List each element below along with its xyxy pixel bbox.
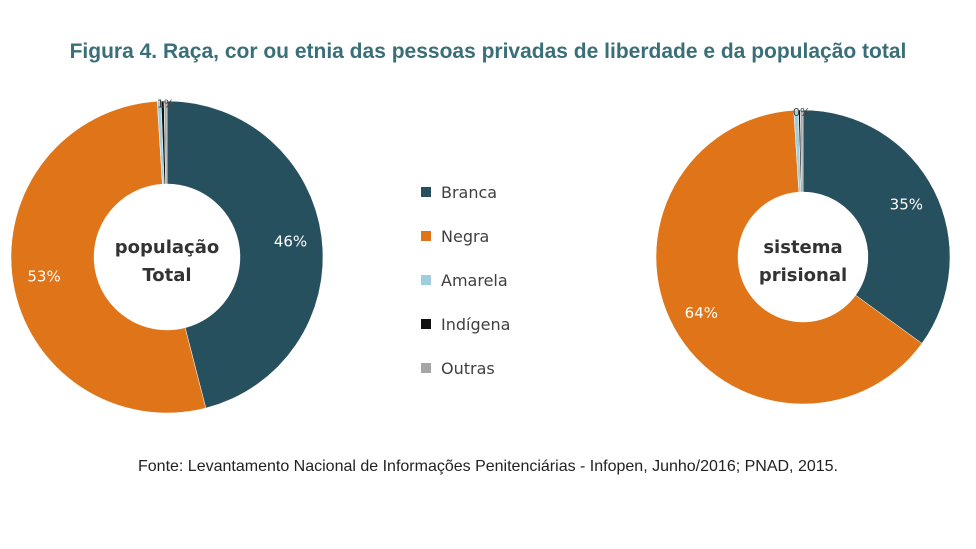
slice-value-label: 35%	[890, 195, 923, 213]
legend-item-outras: Outras	[421, 346, 510, 390]
donut-slice-outras	[163, 100, 168, 185]
donut-center-label: prisional	[759, 265, 847, 286]
donut-center-label: população	[115, 237, 219, 258]
legend-label: Branca	[441, 182, 498, 202]
donut-center-label: Total	[142, 265, 191, 286]
slice-value-label: 1%	[157, 98, 174, 111]
legend-label: Outras	[441, 358, 495, 378]
legend-item-branca: Branca	[421, 170, 510, 214]
slice-value-label: 53%	[27, 267, 60, 285]
legend-swatch	[421, 275, 431, 285]
donut-chart-prison-system: 35% 64% 0% sistema prisional	[655, 106, 951, 405]
legend-item-indigena: Indígena	[421, 302, 510, 346]
donut-slice-branca	[166, 100, 324, 409]
legend: Branca Negra Amarela Indígena Outras	[421, 170, 510, 390]
legend-item-amarela: Amarela	[421, 258, 510, 302]
donut-slice-negra	[10, 101, 207, 414]
legend-swatch	[421, 363, 431, 373]
donut-slice-branca	[802, 109, 951, 344]
donut-slice-negra	[655, 110, 923, 405]
legend-label: Indígena	[441, 314, 511, 334]
slice-value-label: 0%	[793, 106, 810, 119]
donut-center-label: sistema	[763, 237, 842, 258]
chart-title: Figura 4. Raça, cor ou etnia das pessoas…	[69, 40, 907, 63]
source-note: Fonte: Levantamento Nacional de Informaç…	[138, 458, 838, 475]
donut-slice-outras	[799, 109, 804, 193]
donut-chart-population-total: 46% 53% 1% população Total	[10, 98, 324, 414]
slice-value-label: 64%	[685, 304, 718, 322]
legend-swatch	[421, 231, 431, 241]
legend-label: Amarela	[441, 270, 508, 290]
legend-item-negra: Negra	[421, 214, 510, 258]
slice-value-label: 46%	[274, 232, 307, 250]
legend-label: Negra	[441, 226, 490, 246]
legend-swatch	[421, 319, 431, 329]
legend-swatch	[421, 187, 431, 197]
